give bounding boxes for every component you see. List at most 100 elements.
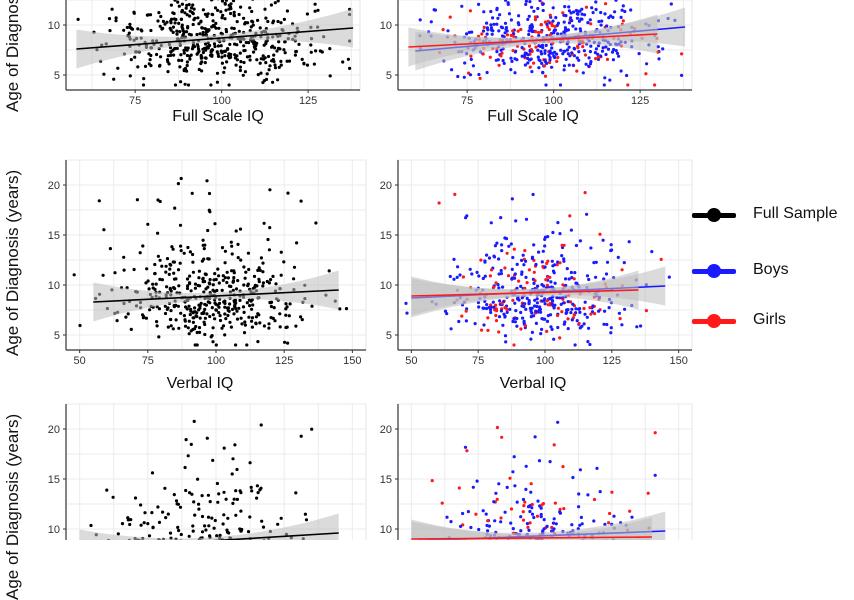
data-point-full-sample [157,335,160,338]
data-point-full-sample [302,62,305,65]
data-point-boys [535,305,538,308]
data-point-full-sample [151,471,154,474]
data-point-girls [482,52,485,55]
data-point-full-sample [282,48,285,51]
data-point-full-sample [228,43,231,46]
data-point-boys [558,232,561,235]
data-point-full-sample [102,73,105,76]
data-point-full-sample [204,317,207,320]
data-point-full-sample [203,280,206,283]
data-point-boys [564,26,567,29]
data-point-boys [497,29,500,32]
data-point-full-sample [102,228,105,231]
data-point-full-sample [244,277,247,280]
data-point-full-sample [222,522,225,525]
data-point-full-sample [247,252,250,255]
data-point-boys [541,46,544,49]
data-point-girls [431,479,434,482]
data-point-full-sample [168,268,171,271]
data-point-boys [548,58,551,61]
data-point-full-sample [102,274,105,277]
data-point-boys [510,242,513,245]
data-point-full-sample [202,51,205,54]
data-point-full-sample [243,331,246,334]
data-point-full-sample [164,305,167,308]
data-point-boys [595,8,598,11]
data-point-boys [597,310,600,313]
data-point-boys [577,50,580,53]
data-point-full-sample [166,306,169,309]
y-tick-label: 10 [380,20,392,32]
data-point-boys [492,306,495,309]
data-point-full-sample [220,44,223,47]
data-point-boys [574,343,577,346]
data-point-boys [536,285,539,288]
data-point-full-sample [198,270,201,273]
data-point-full-sample [176,47,179,50]
data-point-full-sample [225,28,228,31]
data-point-full-sample [153,263,156,266]
data-point-full-sample [226,517,229,520]
data-point-boys [452,278,455,281]
data-point-boys [657,57,660,60]
y-tick-label: 15 [48,474,60,486]
data-point-boys [476,271,479,274]
data-point-girls [510,507,513,510]
data-point-boys [567,5,570,8]
data-point-boys [458,273,461,276]
data-point-full-sample [73,273,76,276]
data-point-boys [606,261,609,264]
data-point-boys [608,79,611,82]
data-point-boys [472,64,475,67]
data-point-boys [482,29,485,32]
data-point-full-sample [201,26,204,29]
data-point-boys [569,16,572,19]
data-point-boys [588,343,591,346]
data-point-boys [540,62,543,65]
data-point-girls [441,502,444,505]
data-point-full-sample [200,54,203,57]
data-point-girls [546,284,549,287]
data-point-full-sample [268,248,271,251]
data-point-girls [498,64,501,67]
data-point-full-sample [250,308,253,311]
data-point-boys [524,276,527,279]
data-point-full-sample [191,192,194,195]
data-point-full-sample [145,267,148,270]
data-point-boys [526,61,529,64]
data-point-boys [469,73,472,76]
data-point-full-sample [186,54,189,57]
data-point-boys [603,12,606,15]
data-point-boys [529,50,532,53]
data-point-full-sample [181,3,184,6]
data-point-boys [504,22,507,25]
data-point-full-sample [204,27,207,30]
data-point-boys [572,64,575,67]
data-point-boys [543,527,546,530]
data-point-full-sample [231,457,234,460]
data-point-full-sample [224,3,227,6]
data-point-boys [585,63,588,66]
data-point-full-sample [211,340,214,343]
data-point-full-sample [266,20,269,23]
data-point-boys [486,33,489,36]
data-point-full-sample [179,53,182,56]
data-point-full-sample [274,66,277,69]
data-point-full-sample [270,305,273,308]
data-point-full-sample [223,447,226,450]
data-point-full-sample [273,46,276,49]
data-point-boys [558,510,561,513]
data-point-full-sample [190,443,193,446]
data-point-boys [525,218,528,221]
data-point-full-sample [244,271,247,274]
data-point-boys [528,15,531,18]
data-point-boys [623,261,626,264]
data-point-boys [583,322,586,325]
data-point-boys [477,73,480,76]
data-point-boys [551,231,554,234]
data-point-boys [465,32,468,35]
data-point-full-sample [233,305,236,308]
data-point-girls [489,274,492,277]
data-point-full-sample [244,21,247,24]
